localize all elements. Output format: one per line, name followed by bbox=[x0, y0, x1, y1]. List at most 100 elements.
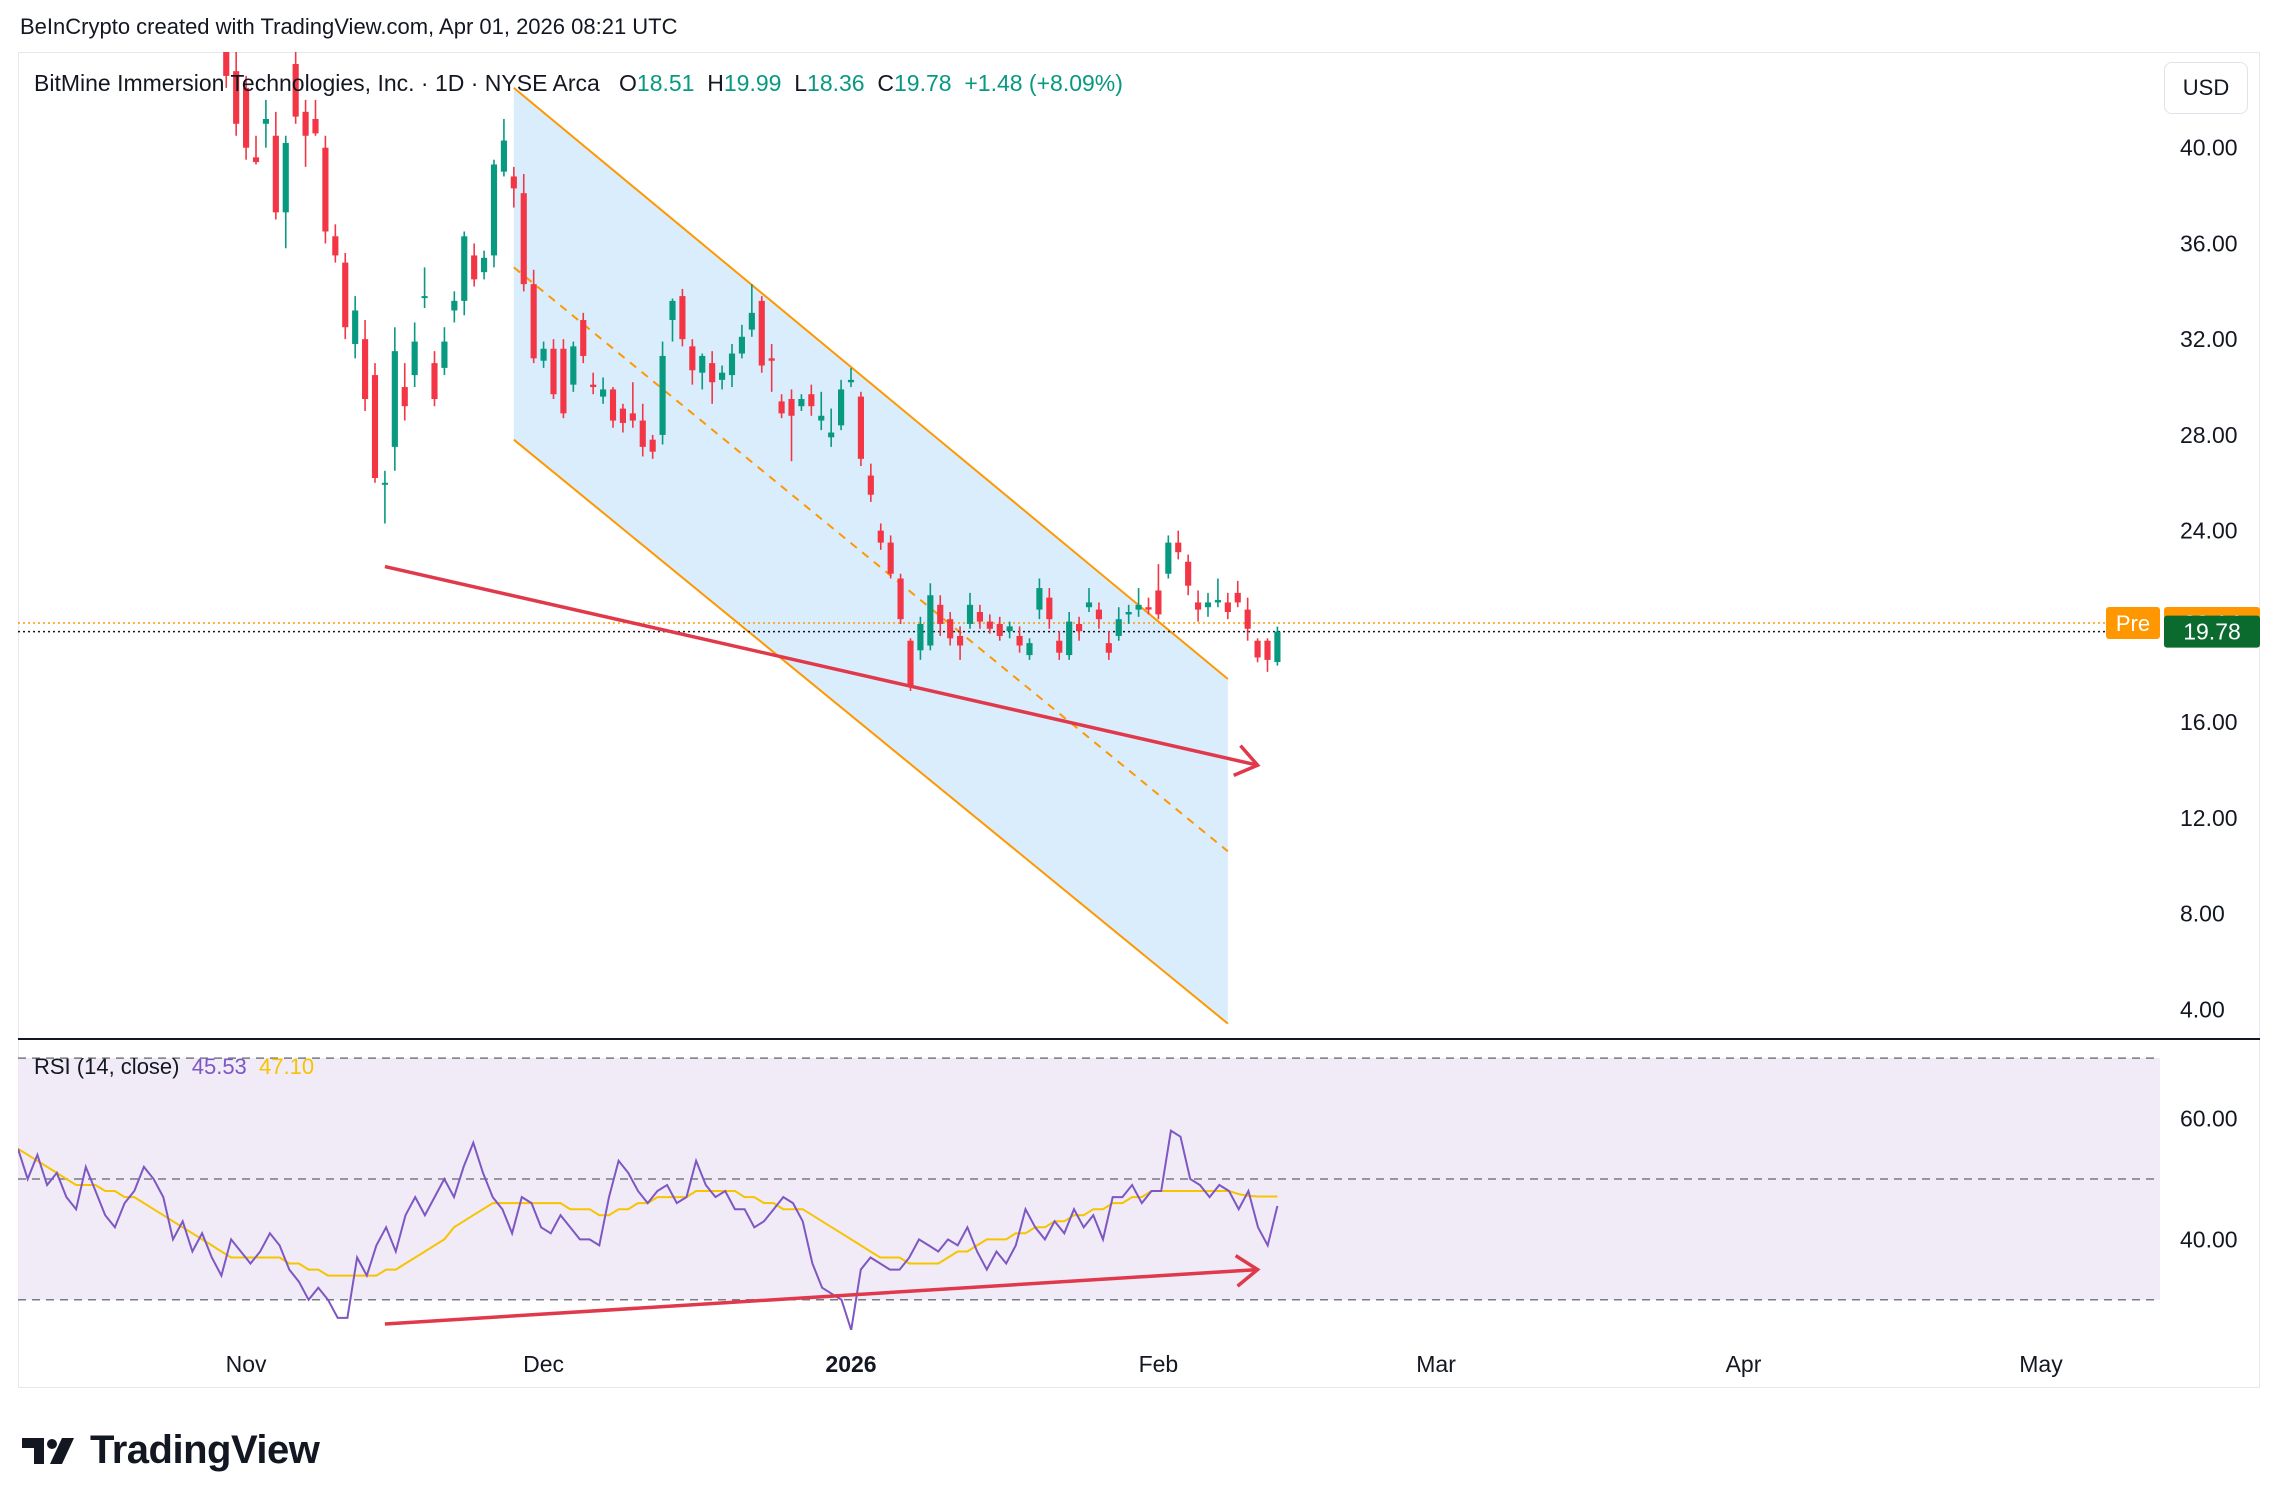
candle-body bbox=[1115, 619, 1122, 636]
rsi-trendline-arrowhead bbox=[1234, 1254, 1261, 1288]
candle-body bbox=[560, 348, 567, 414]
candle-body bbox=[1135, 604, 1142, 610]
candle-body bbox=[1264, 640, 1271, 660]
candle bbox=[1125, 604, 1132, 624]
candle-body bbox=[1085, 602, 1093, 608]
rsi-label: RSI (14, close) bbox=[34, 1054, 180, 1079]
candle bbox=[401, 363, 408, 421]
candle bbox=[520, 174, 527, 292]
candle-body bbox=[679, 296, 686, 340]
rsi-ma-value: 47.10 bbox=[259, 1054, 315, 1079]
candle-body bbox=[996, 623, 1003, 636]
price-lower-low-trendline bbox=[384, 564, 1258, 767]
candle bbox=[679, 288, 686, 347]
time-axis-tick: Dec bbox=[523, 1351, 564, 1377]
candle bbox=[897, 573, 904, 624]
candle-body bbox=[947, 619, 954, 639]
candle bbox=[1016, 626, 1023, 653]
price-axis-tick: 40.00 bbox=[2180, 135, 2238, 161]
time-axis-tick: Nov bbox=[226, 1351, 267, 1377]
candle-body bbox=[957, 635, 964, 646]
candle-body bbox=[748, 312, 755, 330]
candle-body bbox=[1125, 612, 1132, 615]
candle bbox=[1046, 588, 1053, 629]
candle-body bbox=[1195, 602, 1202, 610]
candle-body bbox=[342, 262, 349, 328]
candle-body bbox=[1214, 600, 1221, 603]
candle bbox=[233, 52, 240, 136]
candle bbox=[1105, 631, 1112, 660]
candle bbox=[441, 327, 448, 376]
currency-button[interactable]: USD bbox=[2164, 62, 2248, 114]
candle bbox=[877, 523, 884, 550]
tradingview-logo[interactable]: TradingView bbox=[22, 1428, 320, 1473]
candle-body bbox=[520, 193, 527, 285]
candle-body bbox=[500, 140, 507, 172]
candle bbox=[828, 408, 835, 447]
candle bbox=[1185, 554, 1192, 596]
candle bbox=[292, 52, 299, 124]
candle bbox=[976, 604, 983, 629]
candle bbox=[748, 284, 755, 337]
candle-body bbox=[1244, 609, 1251, 629]
candle-body bbox=[530, 284, 537, 359]
time-axis-tick: May bbox=[2019, 1351, 2063, 1377]
candle-body bbox=[391, 351, 398, 447]
candle-body bbox=[1066, 621, 1073, 656]
price-trendline-arrowhead bbox=[1232, 744, 1261, 778]
close-label: C bbox=[877, 70, 894, 96]
candle-body bbox=[838, 389, 845, 426]
candle bbox=[957, 626, 964, 660]
change-value: +1.48 (+8.09%) bbox=[964, 70, 1123, 96]
candle bbox=[362, 320, 369, 411]
candle bbox=[1066, 612, 1073, 660]
candle-body bbox=[570, 346, 577, 385]
candle bbox=[1264, 638, 1271, 672]
candle bbox=[1244, 597, 1251, 641]
candle bbox=[1195, 590, 1202, 622]
candle-body bbox=[966, 604, 974, 624]
candle-body bbox=[639, 420, 646, 447]
candle-body bbox=[758, 300, 765, 366]
candle-body bbox=[709, 363, 716, 383]
candle-body bbox=[1006, 626, 1013, 632]
candle bbox=[1204, 592, 1212, 617]
candle-body bbox=[1224, 602, 1231, 613]
candle bbox=[986, 614, 993, 634]
candle-body bbox=[1175, 542, 1182, 553]
price-axis-tick: 36.00 bbox=[2180, 230, 2238, 256]
open-value: 18.51 bbox=[636, 70, 695, 96]
candle-body bbox=[233, 71, 240, 124]
candle bbox=[709, 351, 716, 404]
candle-body bbox=[719, 372, 726, 380]
candle bbox=[927, 583, 934, 651]
candle-body bbox=[312, 119, 319, 134]
candle bbox=[778, 394, 785, 419]
low-value: 18.36 bbox=[807, 70, 865, 96]
high-label: H bbox=[707, 70, 724, 96]
candle bbox=[887, 535, 894, 579]
candle bbox=[1095, 602, 1102, 629]
time-axis-tick: 2026 bbox=[825, 1351, 876, 1377]
candle bbox=[1135, 588, 1142, 617]
candle-body bbox=[699, 355, 706, 373]
candle bbox=[490, 159, 498, 268]
candle bbox=[600, 377, 607, 404]
rsi-value: 45.53 bbox=[191, 1054, 247, 1079]
candle-body bbox=[1056, 640, 1063, 653]
time-axis-tick: Feb bbox=[1139, 1351, 1179, 1377]
candle bbox=[838, 379, 845, 431]
candle bbox=[500, 119, 507, 177]
candle bbox=[580, 312, 587, 364]
candle bbox=[808, 384, 815, 416]
rsi-axis-tick: 40.00 bbox=[2180, 1226, 2238, 1252]
candle-body bbox=[986, 621, 993, 629]
candle-body bbox=[411, 341, 418, 376]
candle-body bbox=[907, 640, 914, 687]
rsi-line bbox=[18, 1128, 1279, 1330]
candle bbox=[1036, 578, 1043, 620]
candle-body bbox=[857, 396, 864, 459]
candle bbox=[798, 394, 805, 411]
candle bbox=[262, 99, 269, 148]
